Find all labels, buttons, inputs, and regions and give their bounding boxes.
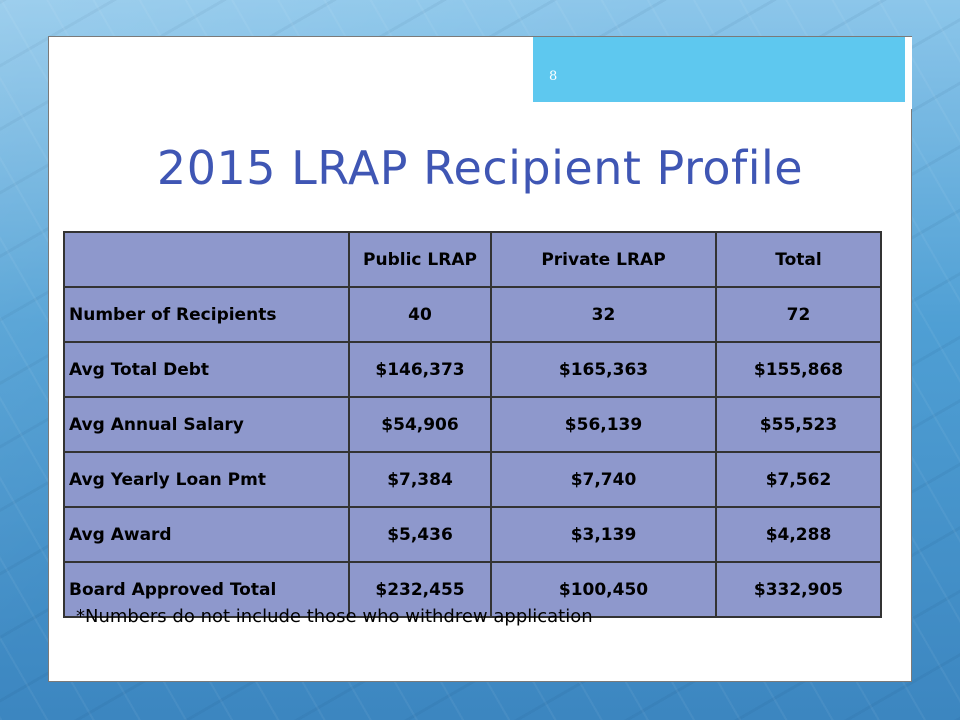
footnote: *Numbers do not include those who withdr…	[76, 606, 593, 627]
public-value: 40	[348, 286, 492, 343]
public-value: $7,384	[348, 451, 492, 508]
table-row: Board Approved Total $232,455 $100,450 $…	[63, 561, 882, 618]
recipient-profile-table: Public LRAP Private LRAP Total Number of…	[63, 231, 882, 618]
table-row: Avg Yearly Loan Pmt $7,384 $7,740 $7,562	[63, 451, 882, 508]
page-number-tab-fill: 8	[533, 37, 905, 102]
header-cell-public: Public LRAP	[348, 231, 492, 288]
row-label: Board Approved Total	[63, 561, 350, 618]
total-value: $155,868	[715, 341, 882, 398]
private-value: $165,363	[490, 341, 717, 398]
page-number: 8	[549, 69, 558, 84]
header-cell-private: Private LRAP	[490, 231, 717, 288]
total-value: $55,523	[715, 396, 882, 453]
header-cell-empty	[63, 231, 350, 288]
table-row: Number of Recipients 40 32 72	[63, 286, 882, 343]
row-label: Avg Award	[63, 506, 350, 563]
private-value: $56,139	[490, 396, 717, 453]
table-row: Avg Annual Salary $54,906 $56,139 $55,52…	[63, 396, 882, 453]
public-value: $146,373	[348, 341, 492, 398]
row-label: Avg Annual Salary	[63, 396, 350, 453]
row-label: Avg Yearly Loan Pmt	[63, 451, 350, 508]
total-value: $7,562	[715, 451, 882, 508]
table-header-row: Public LRAP Private LRAP Total	[63, 231, 882, 288]
total-value: $332,905	[715, 561, 882, 618]
slide-title: 2015 LRAP Recipient Profile	[156, 141, 804, 195]
public-value: $5,436	[348, 506, 492, 563]
row-label: Avg Total Debt	[63, 341, 350, 398]
private-value: $100,450	[490, 561, 717, 618]
row-label: Number of Recipients	[63, 286, 350, 343]
public-value: $54,906	[348, 396, 492, 453]
private-value: 32	[490, 286, 717, 343]
header-cell-total: Total	[715, 231, 882, 288]
private-value: $7,740	[490, 451, 717, 508]
total-value: 72	[715, 286, 882, 343]
total-value: $4,288	[715, 506, 882, 563]
public-value: $232,455	[348, 561, 492, 618]
table-row: Avg Award $5,436 $3,139 $4,288	[63, 506, 882, 563]
private-value: $3,139	[490, 506, 717, 563]
page-number-tab: 8	[526, 37, 912, 109]
table-row: Avg Total Debt $146,373 $165,363 $155,86…	[63, 341, 882, 398]
